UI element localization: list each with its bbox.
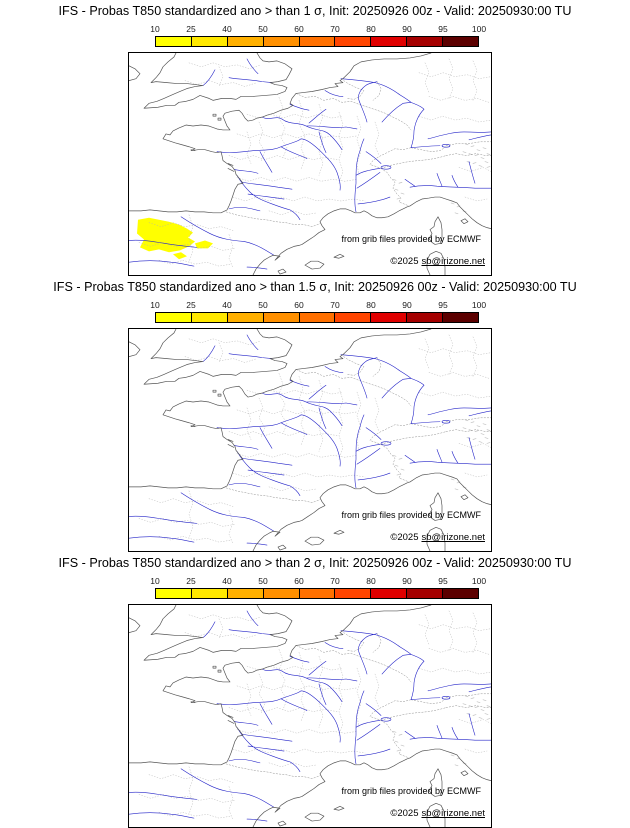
colorbar-tick-label: 25 bbox=[186, 576, 196, 586]
colorbar-labels: 10 25 40 50 60 70 80 90 95 100 bbox=[150, 576, 486, 587]
colorbar-bar bbox=[155, 36, 479, 47]
colorbar-tick-label: 80 bbox=[366, 576, 376, 586]
copyright-link[interactable]: sb@irizone.net bbox=[421, 808, 485, 819]
colorbar-segment bbox=[156, 37, 192, 46]
colorbar-labels: 10 25 40 50 60 70 80 90 95 100 bbox=[150, 24, 486, 35]
colorbar-tick-label: 90 bbox=[402, 300, 412, 310]
colorbar-tick-label: 80 bbox=[366, 300, 376, 310]
colorbar-segment bbox=[371, 37, 408, 46]
colorbar-tick-label: 70 bbox=[330, 24, 340, 34]
colorbar-segment bbox=[407, 313, 444, 322]
colorbar-tick-label: 40 bbox=[222, 300, 232, 310]
colorbar-tick-label: 50 bbox=[258, 300, 268, 310]
colorbar-segment bbox=[156, 313, 192, 322]
colorbar-tick-label: 25 bbox=[186, 24, 196, 34]
panel-title: IFS - Probas T850 standardized ano > tha… bbox=[58, 556, 572, 570]
attribution-copyright: ©2025 sb@irizone.net bbox=[390, 256, 485, 267]
colorbar-segment bbox=[263, 37, 300, 46]
colorbar-segment bbox=[407, 37, 444, 46]
panel-sigma-1-5: IFS - Probas T850 standardized ano > tha… bbox=[0, 276, 630, 552]
attribution-copyright: ©2025 sb@irizone.net bbox=[390, 532, 485, 543]
colorbar-segment bbox=[299, 589, 336, 598]
map-frame-sigma-1: from grib files provided by ECMWF ©2025 s… bbox=[128, 52, 492, 276]
colorbar-segment bbox=[371, 313, 408, 322]
colorbar-segment bbox=[191, 589, 228, 598]
attribution-copyright: ©2025 sb@irizone.net bbox=[390, 808, 485, 819]
colorbar-tick-label: 100 bbox=[471, 300, 487, 310]
colorbar-segment bbox=[299, 313, 336, 322]
attribution-provider: from grib files provided by ECMWF bbox=[341, 786, 481, 796]
panel-title: IFS - Probas T850 standardized ano > tha… bbox=[53, 280, 577, 294]
anomaly-region bbox=[137, 217, 213, 260]
colorbar-segment bbox=[299, 37, 336, 46]
colorbar-segment bbox=[335, 589, 372, 598]
colorbar-bar bbox=[155, 312, 479, 323]
copyright-link[interactable]: sb@irizone.net bbox=[421, 256, 485, 267]
colorbar-tick-label: 90 bbox=[402, 576, 412, 586]
colorbar-segment bbox=[191, 313, 228, 322]
colorbar-tick-label: 25 bbox=[186, 300, 196, 310]
colorbar-tick-label: 80 bbox=[366, 24, 376, 34]
colorbar-tick-label: 40 bbox=[222, 24, 232, 34]
copyright-year: ©2025 bbox=[390, 808, 419, 819]
map-frame-sigma-2: from grib files provided by ECMWF ©2025 s… bbox=[128, 604, 492, 828]
colorbar-segment bbox=[263, 313, 300, 322]
colorbar-tick-label: 10 bbox=[150, 300, 160, 310]
colorbar-tick-label: 50 bbox=[258, 24, 268, 34]
colorbar-tick-label: 50 bbox=[258, 576, 268, 586]
colorbar: 10 25 40 50 60 70 80 90 95 100 bbox=[150, 24, 486, 47]
map-frame-sigma-1-5: from grib files provided by ECMWF ©2025 s… bbox=[128, 328, 492, 552]
colorbar-tick-label: 100 bbox=[471, 576, 487, 586]
colorbar: 10 25 40 50 60 70 80 90 95 100 bbox=[150, 300, 486, 323]
colorbar-segment bbox=[191, 37, 228, 46]
attribution-provider: from grib files provided by ECMWF bbox=[341, 510, 481, 520]
colorbar-tick-label: 10 bbox=[150, 24, 160, 34]
colorbar-segment bbox=[407, 589, 444, 598]
colorbar-segment bbox=[335, 313, 372, 322]
copyright-link[interactable]: sb@irizone.net bbox=[421, 532, 485, 543]
colorbar-segment bbox=[443, 589, 479, 598]
colorbar-tick-label: 95 bbox=[438, 576, 448, 586]
colorbar-segment bbox=[371, 589, 408, 598]
colorbar-tick-label: 70 bbox=[330, 576, 340, 586]
colorbar-tick-label: 10 bbox=[150, 576, 160, 586]
copyright-year: ©2025 bbox=[390, 532, 419, 543]
colorbar-bar bbox=[155, 588, 479, 599]
colorbar-segment bbox=[443, 37, 479, 46]
panel-sigma-1: IFS - Probas T850 standardized ano > tha… bbox=[0, 0, 630, 276]
colorbar-tick-label: 60 bbox=[294, 24, 304, 34]
attribution-provider: from grib files provided by ECMWF bbox=[341, 234, 481, 244]
colorbar-tick-label: 60 bbox=[294, 576, 304, 586]
colorbar-tick-label: 60 bbox=[294, 300, 304, 310]
panel-title: IFS - Probas T850 standardized ano > tha… bbox=[58, 4, 572, 18]
colorbar-tick-label: 95 bbox=[438, 24, 448, 34]
colorbar-segment bbox=[227, 589, 264, 598]
colorbar-segment bbox=[443, 313, 479, 322]
colorbar: 10 25 40 50 60 70 80 90 95 100 bbox=[150, 576, 486, 599]
colorbar-segment bbox=[227, 37, 264, 46]
colorbar-segment bbox=[335, 37, 372, 46]
colorbar-tick-label: 70 bbox=[330, 300, 340, 310]
colorbar-tick-label: 40 bbox=[222, 576, 232, 586]
colorbar-tick-label: 95 bbox=[438, 300, 448, 310]
colorbar-segment bbox=[263, 589, 300, 598]
copyright-year: ©2025 bbox=[390, 256, 419, 267]
colorbar-tick-label: 90 bbox=[402, 24, 412, 34]
panel-sigma-2: IFS - Probas T850 standardized ano > tha… bbox=[0, 552, 630, 828]
colorbar-segment bbox=[227, 313, 264, 322]
colorbar-labels: 10 25 40 50 60 70 80 90 95 100 bbox=[150, 300, 486, 311]
colorbar-tick-label: 100 bbox=[471, 24, 487, 34]
colorbar-segment bbox=[156, 589, 192, 598]
